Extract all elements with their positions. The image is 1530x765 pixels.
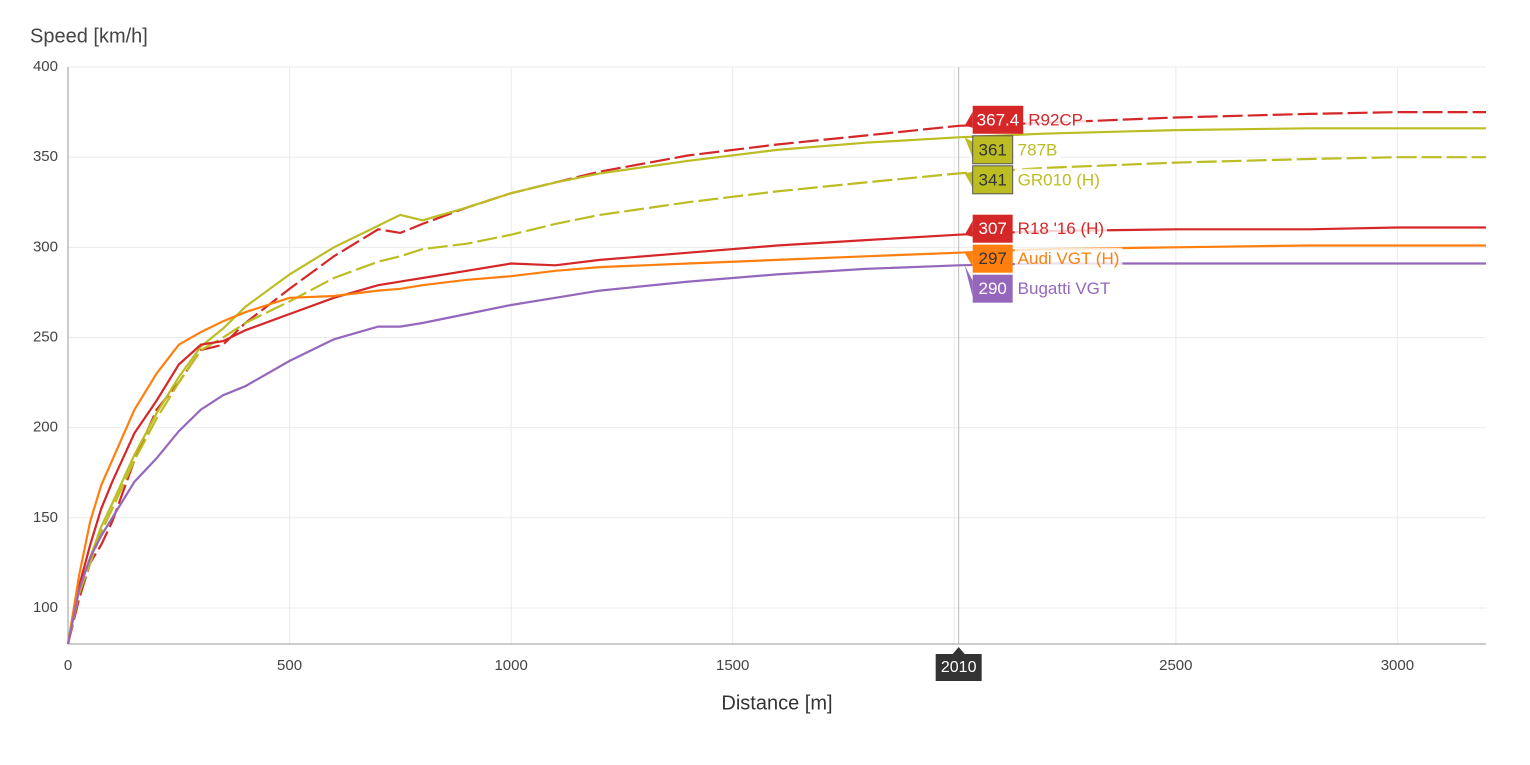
series-name: R92CP (1028, 110, 1083, 129)
y-tick-label: 300 (33, 238, 58, 255)
label-pointer (964, 250, 973, 267)
hover-label: 341 GR010 (H) (964, 165, 1103, 195)
name-bg (1014, 277, 1114, 300)
hover-label: 307 R18 '16 (H) (964, 214, 1108, 243)
series-line (66, 127, 1486, 645)
name-bg (1025, 108, 1087, 131)
y-tick-label: 400 (33, 58, 58, 75)
x-tick-label: 3000 (1381, 657, 1414, 674)
series-name: GR010 (H) (1018, 170, 1100, 189)
label-pointer (964, 220, 973, 237)
y-tick-label: 350 (33, 148, 58, 165)
name-bg (1014, 138, 1061, 161)
y-tick-label: 250 (33, 328, 58, 345)
x-tick-label: 1500 (716, 657, 749, 674)
series-name: R18 '16 (H) (1018, 219, 1104, 238)
hover-label: 361 787B (964, 135, 1061, 165)
series-line (66, 226, 1486, 645)
x-tick-label: 0 (64, 657, 72, 674)
series-name: Bugatti VGT (1018, 279, 1111, 298)
hover-value: 290 (978, 279, 1006, 298)
hover-label: 290 Bugatti VGT (964, 265, 1114, 303)
hover-value: 367.4 (977, 110, 1020, 129)
name-bg (1014, 247, 1123, 270)
series-name: Audi VGT (H) (1018, 249, 1120, 268)
label-box (972, 274, 1013, 303)
y-axis-title: Speed [km/h] (30, 25, 148, 47)
label-pointer (964, 111, 973, 128)
label-pointer (964, 171, 973, 188)
x-tick-label: 2500 (1159, 657, 1192, 674)
label-box (972, 244, 1013, 273)
hover-label: 367.4 R92CP (964, 105, 1087, 134)
y-tick-label: 200 (33, 419, 58, 436)
hover-value: 361 (978, 140, 1006, 159)
label-pointer (964, 137, 973, 158)
name-bg (1014, 168, 1103, 191)
y-tick-label: 150 (33, 509, 58, 526)
label-box (972, 135, 1014, 165)
series-name: 787B (1018, 140, 1058, 159)
label-box (972, 214, 1013, 243)
name-bg (1014, 217, 1108, 240)
hover-value: 307 (978, 219, 1006, 238)
hover-x-label: 2010 (941, 659, 977, 676)
hover-x-pointer (952, 647, 965, 654)
label-pointer (964, 265, 973, 297)
hover-label: 297 Audi VGT (H) (964, 244, 1123, 273)
series-line (66, 262, 1486, 645)
x-axis-title: Distance [m] (721, 692, 832, 714)
hover-value: 297 (978, 249, 1006, 268)
hover-x-box (935, 654, 982, 681)
label-box (972, 105, 1024, 134)
label-box (972, 165, 1014, 195)
y-tick-label: 100 (33, 599, 58, 616)
x-tick-label: 500 (277, 657, 302, 674)
hover-value: 341 (978, 170, 1006, 189)
x-tick-label: 1000 (494, 657, 527, 674)
